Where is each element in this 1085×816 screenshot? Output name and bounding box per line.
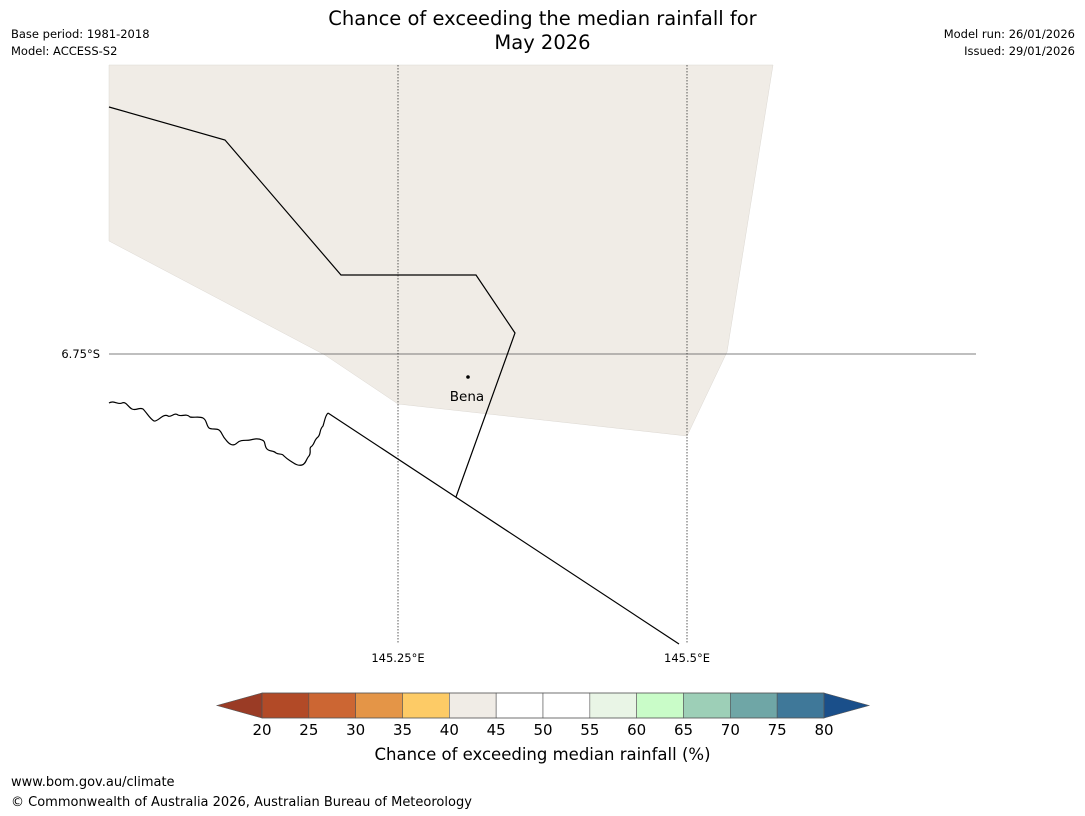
colorbar-tick-60: 60 [627, 721, 646, 739]
footer-url[interactable]: www.bom.gov.au/climate [11, 775, 175, 790]
place-label: Bena [450, 389, 484, 405]
colorbar-segments [261, 692, 825, 719]
colorbar-tick-45: 45 [487, 721, 506, 739]
forecast-region-40-45 [108, 64, 774, 437]
title-line-2: May 2026 [494, 31, 591, 54]
colorbar-tick-40: 40 [440, 721, 459, 739]
latitude-label: 6.75°S [61, 347, 100, 361]
footer-copyright: © Commonwealth of Australia 2026, Austra… [11, 795, 472, 810]
colorbar-tick-50: 50 [533, 721, 552, 739]
map-title: Chance of exceeding the median rainfall … [0, 7, 1085, 55]
base-period-text: Base period: 1981-2018 [11, 27, 150, 41]
colorbar-segment-30-35 [355, 692, 403, 719]
colorbar-segment-55-60 [589, 692, 637, 719]
province-boundary [108, 106, 516, 498]
colorbar-segment-50-55 [542, 692, 591, 719]
colorbar-tick-25: 25 [299, 721, 318, 739]
colorbar-segment-45-50 [495, 692, 544, 719]
town-marker [466, 375, 470, 379]
colorbar-segment-35-40 [402, 692, 450, 719]
colorbar-segment-65-70 [683, 692, 731, 719]
colorbar-segment-20-25 [261, 692, 310, 719]
colorbar-segment-60-65 [636, 692, 684, 719]
colorbar-frame [261, 692, 825, 719]
longitude-label-145-25: 145.25°E [371, 651, 424, 665]
colorbar-segment-25-30 [308, 692, 356, 719]
title-line-1: Chance of exceeding the median rainfall … [328, 7, 757, 30]
colorbar-tick-55: 55 [580, 721, 599, 739]
colorbar-below-extension [215, 692, 263, 719]
metadata-left: Base period: 1981-2018 Model: ACCESS-S2 [11, 26, 150, 60]
model-run-text: Model run: 26/01/2026 [943, 27, 1075, 41]
colorbar-tick-labels: 20 25 30 35 40 45 50 55 60 65 70 75 80 [252, 721, 833, 739]
province-boundary-south [327, 412, 680, 645]
colorbar-above-extension [823, 692, 871, 719]
colorbar-tick-35: 35 [393, 721, 412, 739]
colorbar-tick-70: 70 [721, 721, 740, 739]
colorbar-tick-20: 20 [252, 721, 271, 739]
metadata-right: Model run: 26/01/2026 Issued: 29/01/2026 [944, 26, 1075, 60]
issued-text: Issued: 29/01/2026 [964, 44, 1075, 58]
colorbar-segment-75-80 [776, 692, 825, 719]
colorbar-tick-65: 65 [674, 721, 693, 739]
colorbar-tick-80: 80 [814, 721, 833, 739]
colorbar-tick-30: 30 [346, 721, 365, 739]
colorbar-segment-40-45 [449, 692, 497, 719]
coastline [108, 401, 329, 466]
colorbar-tick-75: 75 [768, 721, 787, 739]
colorbar: 20 25 30 35 40 45 50 55 60 65 70 75 80 [215, 692, 871, 739]
longitude-label-145-5: 145.5°E [664, 651, 710, 665]
colorbar-segment-70-75 [730, 692, 778, 719]
model-text: Model: ACCESS-S2 [11, 44, 118, 58]
colorbar-title: Chance of exceeding median rainfall (%) [374, 745, 711, 764]
